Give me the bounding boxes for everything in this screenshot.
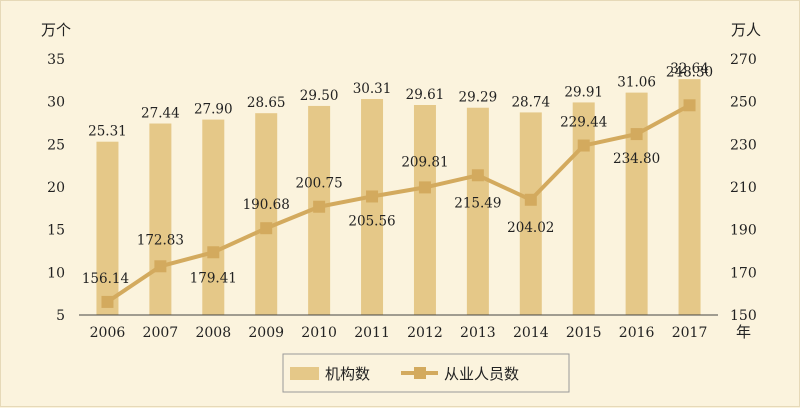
x-axis-tick: 2008 xyxy=(195,325,231,341)
line-point xyxy=(366,190,379,203)
line-data-label: 234.80 xyxy=(613,151,660,167)
line-data-label: 248.30 xyxy=(666,64,713,80)
bar xyxy=(678,79,701,315)
line-data-label: 209.81 xyxy=(401,154,448,170)
left-axis-tick: 25 xyxy=(47,137,65,153)
x-axis-tick: 2014 xyxy=(513,325,549,341)
line-data-label: 179.41 xyxy=(190,270,237,286)
left-axis-tick: 30 xyxy=(47,95,65,111)
x-axis-tick: 2007 xyxy=(143,325,179,341)
bar xyxy=(96,141,119,315)
x-axis-unit: 年 xyxy=(736,323,751,341)
bar-data-label: 28.74 xyxy=(511,94,550,110)
right-axis-tick: 210 xyxy=(730,180,757,196)
x-axis-tick: 2016 xyxy=(619,325,655,341)
bar-data-label: 28.65 xyxy=(247,95,286,111)
bar-data-label: 29.29 xyxy=(459,90,498,106)
line-point xyxy=(418,181,431,194)
line-data-label: 156.14 xyxy=(82,271,129,287)
bar xyxy=(466,107,489,315)
line-point xyxy=(524,193,537,206)
bar-data-label: 30.31 xyxy=(353,81,392,97)
left-axis-unit: 万个 xyxy=(41,21,71,39)
bar xyxy=(361,99,384,315)
bar-data-label: 27.90 xyxy=(194,102,233,118)
line-data-label: 205.56 xyxy=(348,213,395,229)
right-axis-tick: 150 xyxy=(730,308,757,324)
left-axis-tick: 5 xyxy=(56,308,65,324)
line-data-label: 215.49 xyxy=(454,195,501,211)
bar xyxy=(519,112,542,315)
bar-data-label: 29.50 xyxy=(300,88,339,104)
line-data-label: 190.68 xyxy=(243,197,290,213)
left-axis-tick: 20 xyxy=(47,180,65,196)
bar-data-label: 32.64 xyxy=(670,61,709,77)
line-point xyxy=(101,295,114,308)
left-axis-tick: 15 xyxy=(47,223,65,239)
bar xyxy=(413,104,436,316)
legend-swatch-marker xyxy=(414,367,426,379)
line-data-label: 229.44 xyxy=(560,115,607,131)
line-point xyxy=(207,246,220,259)
line-point xyxy=(683,99,696,112)
right-axis-tick: 170 xyxy=(730,265,757,281)
line-point xyxy=(313,200,326,213)
x-axis-tick: 2010 xyxy=(301,325,337,341)
legend-swatch-bar xyxy=(290,367,319,380)
right-axis-tick: 250 xyxy=(730,95,757,111)
bar xyxy=(149,123,172,316)
line-data-label: 172.83 xyxy=(137,232,184,248)
line-point xyxy=(471,169,484,182)
bar xyxy=(202,119,225,315)
bar-data-label: 27.44 xyxy=(141,106,180,122)
line-series xyxy=(106,103,691,304)
left-axis-tick: 35 xyxy=(47,52,65,68)
x-axis-tick: 2012 xyxy=(407,325,443,341)
legend-label-line: 从业人员数 xyxy=(444,365,519,383)
x-axis-tick: 2011 xyxy=(354,325,390,341)
bar-data-label: 29.61 xyxy=(406,87,445,103)
bar-data-label: 25.31 xyxy=(88,124,127,140)
bar-data-label: 29.91 xyxy=(564,84,603,100)
right-axis-unit: 万人 xyxy=(731,21,761,39)
x-axis-tick: 2015 xyxy=(566,325,602,341)
line-data-label: 200.75 xyxy=(296,176,343,192)
right-axis-tick: 270 xyxy=(730,52,757,68)
line-data-label: 204.02 xyxy=(507,220,554,236)
left-axis-tick: 10 xyxy=(47,265,65,281)
x-axis-tick: 2006 xyxy=(90,325,126,341)
bar xyxy=(572,102,595,316)
line-point xyxy=(630,128,643,141)
right-axis-tick: 190 xyxy=(730,223,757,239)
bar xyxy=(625,92,648,315)
x-axis-tick: 2017 xyxy=(672,325,708,341)
bar xyxy=(255,113,278,315)
line-point xyxy=(260,222,273,235)
right-axis-tick: 230 xyxy=(730,137,757,153)
x-axis-tick: 2009 xyxy=(248,325,284,341)
line-point xyxy=(154,260,167,273)
line-point xyxy=(577,139,590,152)
bar-data-label: 31.06 xyxy=(617,75,656,91)
x-axis-tick: 2013 xyxy=(460,325,496,341)
legend-label-bar: 机构数 xyxy=(325,365,370,383)
